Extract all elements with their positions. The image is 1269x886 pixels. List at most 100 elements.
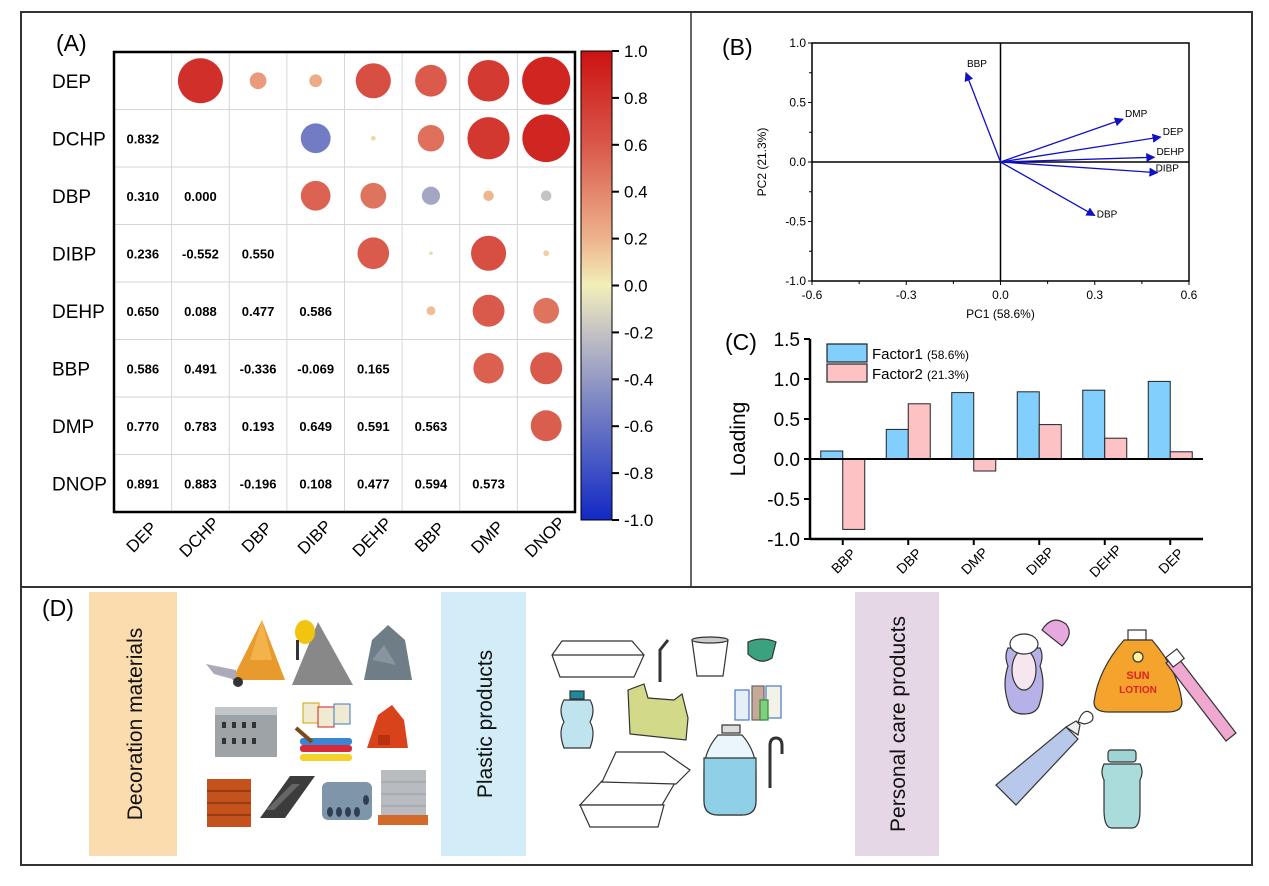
bar-y-tick-label: 0.0 <box>774 450 800 471</box>
toothbrush-icon <box>1164 648 1237 742</box>
row-label-dmp: DMP <box>52 417 94 438</box>
category-box-plastic <box>441 592 526 856</box>
bar-y-tick-label: 1.0 <box>774 370 800 391</box>
pca-arrow-dehp <box>1000 152 1156 163</box>
category-box-personal-care <box>855 592 939 856</box>
concrete-pipes-icon <box>322 782 372 820</box>
legend-pct-factor1: (58.6%) <box>927 348 969 362</box>
sun-lotion-icon: SUN LOTION <box>1093 629 1183 713</box>
pca-label-dmp: DMP <box>1125 109 1148 120</box>
colorbar-tick-label: -0.2 <box>624 323 653 342</box>
col-label-dbp: DBP <box>238 518 276 556</box>
clay-tiles-icon <box>207 779 251 827</box>
pca-arrow-dmp <box>1000 117 1124 163</box>
panel-label-b: (B) <box>722 34 753 60</box>
bar-x-tick-label-dbp: DBP <box>893 545 925 577</box>
outer-frame <box>20 11 1253 866</box>
panel-label-d: (D) <box>42 595 74 621</box>
bar-x-tick-label-dehp: DEHP <box>1086 541 1125 580</box>
correlation-value: 0.586 <box>299 304 332 319</box>
correlation-value: 0.883 <box>184 476 217 491</box>
bar-factor1-bbp <box>820 450 844 460</box>
correlation-circle <box>309 74 323 88</box>
col-label-dchp: DCHP <box>176 514 223 561</box>
correlation-circle <box>415 64 447 97</box>
correlation-value: 0.832 <box>127 131 160 146</box>
row-label-bbp: BBP <box>52 359 90 380</box>
pca-label-bbp: BBP <box>967 59 987 70</box>
correlation-value: 0.088 <box>184 304 217 319</box>
correlation-value: -0.196 <box>240 476 277 491</box>
correlation-circle <box>473 353 504 384</box>
red-bricks-icon <box>367 705 408 748</box>
pca-x-tick-label: 0.6 <box>1181 288 1198 302</box>
bar-factor1-dmp <box>951 392 975 460</box>
bar-factor1-dep <box>1147 380 1171 460</box>
colorbar-tick-label: -0.6 <box>624 417 653 436</box>
correlation-value: 0.591 <box>357 419 390 434</box>
pca-x-tick-label: -0.6 <box>802 288 823 302</box>
row-label-dehp: DEHP <box>52 302 105 323</box>
col-label-dibp: DIBP <box>294 517 335 558</box>
bar-y-tick-label: 0.5 <box>774 410 800 431</box>
correlation-circle <box>540 190 552 202</box>
correlation-circle <box>370 135 376 141</box>
bar-y-axis-label: Loading <box>727 402 750 477</box>
bar-factor2-dibp <box>1038 424 1062 460</box>
colorbar-gradient <box>580 50 613 521</box>
mouthwash-bottle-icon <box>1101 749 1143 829</box>
correlation-circle <box>543 250 550 257</box>
category-label-decoration: Decoration materials <box>124 628 147 821</box>
pca-x-tick-label: -0.3 <box>896 288 917 302</box>
pca-arrow-dibp <box>1000 161 1159 177</box>
panel-label-c: (C) <box>725 329 757 355</box>
correlation-circle <box>426 306 436 316</box>
pca-arrow-dep <box>1000 133 1162 163</box>
correlation-value: 0.891 <box>127 476 160 491</box>
large-bottle-icon <box>703 724 757 816</box>
correlation-value: 0.573 <box>472 476 505 491</box>
sand-pile-icon <box>206 620 285 687</box>
correlation-value: 0.193 <box>242 419 275 434</box>
correlation-value: 0.649 <box>299 419 332 434</box>
plastic-cup-icon <box>691 636 729 677</box>
correlation-value: 0.491 <box>184 361 217 376</box>
bar-x-tick-label-dmp: DMP <box>958 544 991 577</box>
correlation-circle <box>471 235 507 271</box>
category-label-personal-care: Personal care products <box>887 616 910 832</box>
steel-beams-icon <box>260 776 315 818</box>
pca-x-tick-label: 0.3 <box>1086 288 1103 302</box>
col-label-dnop: DNOP <box>521 513 569 561</box>
row-label-dep: DEP <box>52 72 91 93</box>
cement-gravel-icon <box>292 620 353 685</box>
correlation-circle <box>533 297 560 324</box>
bottle-group-icon <box>734 685 782 721</box>
stone-slabs-icon <box>378 770 428 825</box>
pca-biplot: -0.6 -0.3 0.0 0.3 0.6 1.0 0.5 0.0 -0.5 -1.0 PC1 (5… <box>755 36 1198 321</box>
correlation-value: 0.108 <box>299 476 332 491</box>
correlation-circle <box>429 251 433 256</box>
bar-factor2-dep <box>1169 451 1193 460</box>
correlation-value: 0.165 <box>357 361 390 376</box>
correlation-value: 0.477 <box>357 476 390 491</box>
panel-label-a: (A) <box>56 30 87 56</box>
water-bottle-icon <box>560 690 594 749</box>
lotion-text-sun: SUN <box>1126 670 1149 682</box>
pca-arrow-dbp <box>1000 161 1096 217</box>
legend-label-factor2: Factor2 (21.3%) <box>872 366 969 383</box>
pca-y-tick-label: 1.0 <box>789 36 806 50</box>
toothpaste-tube-icon <box>995 710 1094 806</box>
pca-y-tick-label: -1.0 <box>785 274 806 288</box>
bar-x-tick-label-dibp: DIBP <box>1023 544 1057 578</box>
correlation-value: 0.650 <box>127 304 160 319</box>
bar-y-tick-label: -0.5 <box>767 490 800 511</box>
correlation-circle <box>467 59 510 102</box>
bar-x-tick-label-dep: DEP <box>1155 545 1187 577</box>
correlation-circle <box>300 123 331 154</box>
correlation-value: 0.586 <box>127 361 160 376</box>
correlation-value: 0.000 <box>184 189 217 204</box>
colorbar-tick-label: 0.8 <box>624 89 648 108</box>
col-label-dmp: DMP <box>467 517 507 557</box>
pca-y-tick-label: 0.5 <box>789 96 806 110</box>
correlation-circle <box>177 58 223 104</box>
